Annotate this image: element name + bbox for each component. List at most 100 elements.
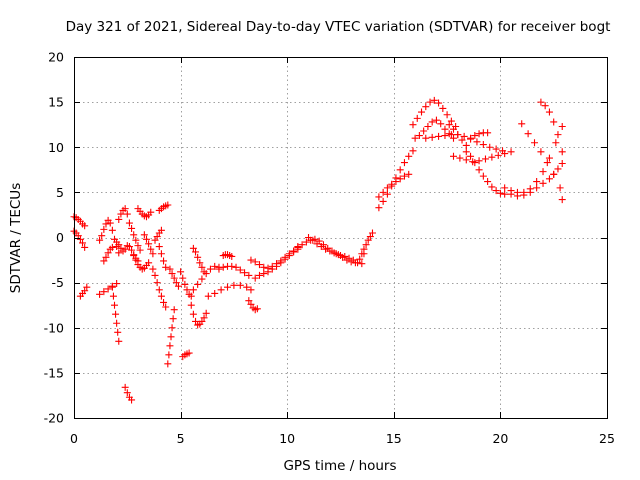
- series-arc41: [449, 148, 515, 166]
- data-point: [424, 122, 432, 130]
- series-arc44: [501, 122, 566, 196]
- y-tick-label: 15: [48, 95, 64, 110]
- series-arc29: [245, 297, 261, 314]
- data-point: [128, 224, 136, 232]
- data-point: [545, 175, 553, 183]
- data-point: [260, 270, 268, 278]
- data-point: [189, 244, 197, 252]
- data-point: [492, 187, 500, 195]
- data-point: [142, 235, 150, 243]
- series-arc33: [305, 234, 368, 267]
- data-point: [537, 98, 545, 106]
- data-point: [501, 190, 509, 198]
- data-point: [102, 253, 110, 261]
- data-point: [550, 170, 558, 178]
- data-point: [356, 255, 364, 263]
- data-point: [471, 159, 479, 167]
- series-arc16: [151, 226, 165, 244]
- data-point: [157, 292, 165, 300]
- data-point: [449, 125, 457, 133]
- data-point: [475, 130, 483, 138]
- data-point: [121, 383, 129, 391]
- data-point: [375, 193, 383, 201]
- data-point: [189, 286, 197, 294]
- data-point: [108, 226, 116, 234]
- data-point: [550, 118, 558, 126]
- series-arc26: [204, 281, 255, 300]
- data-point: [168, 324, 176, 332]
- data-point: [400, 159, 408, 167]
- data-point: [245, 297, 253, 305]
- series-arc21: [177, 268, 195, 300]
- data-point: [132, 256, 140, 264]
- data-point: [200, 314, 208, 322]
- data-point: [539, 168, 547, 176]
- series-arc43: [467, 129, 492, 142]
- data-point: [467, 134, 475, 142]
- data-point: [343, 256, 351, 264]
- data-point: [140, 231, 148, 239]
- y-axis-label: SDTVAR / TECUs: [8, 183, 24, 293]
- data-point: [204, 292, 212, 300]
- data-point: [488, 153, 496, 161]
- data-point: [202, 309, 210, 317]
- data-point: [211, 289, 219, 297]
- data-point: [125, 219, 133, 227]
- data-point: [488, 183, 496, 191]
- data-point: [104, 249, 112, 257]
- data-point: [290, 247, 298, 255]
- y-tick-label: -5: [52, 275, 64, 290]
- series-arc45: [507, 159, 566, 200]
- data-point: [219, 263, 227, 271]
- series-arc36: [375, 170, 413, 201]
- data-point: [388, 180, 396, 188]
- data-point: [81, 222, 89, 230]
- data-point: [145, 259, 153, 267]
- data-point: [123, 389, 131, 397]
- data-point: [162, 263, 170, 271]
- data-point: [236, 281, 244, 289]
- chart-title: Day 321 of 2021, Sidereal Day-to-day VTE…: [66, 19, 611, 35]
- data-point: [194, 253, 202, 261]
- data-point: [545, 108, 553, 116]
- data-point: [441, 132, 449, 140]
- ticks-layer: [74, 57, 608, 419]
- data-point: [241, 269, 249, 277]
- data-point: [435, 99, 443, 107]
- series-arc46: [518, 120, 566, 204]
- series-arc38: [411, 116, 457, 142]
- data-point: [302, 238, 310, 246]
- data-point: [501, 150, 509, 158]
- series-arc40: [445, 121, 470, 149]
- data-point: [475, 157, 483, 165]
- data-point: [96, 290, 104, 298]
- series-arc11: [125, 219, 144, 254]
- data-point: [264, 264, 272, 272]
- data-point: [128, 396, 136, 404]
- data-point: [501, 184, 509, 192]
- data-point: [539, 179, 547, 187]
- data-point: [339, 253, 347, 261]
- data-point: [179, 274, 187, 282]
- data-point: [305, 234, 313, 241]
- data-point: [104, 285, 112, 293]
- data-point: [255, 261, 263, 269]
- data-point: [484, 178, 492, 186]
- data-point: [454, 131, 462, 139]
- series-arc15: [149, 265, 170, 311]
- data-point: [167, 333, 175, 341]
- data-point: [81, 287, 89, 295]
- data-point: [215, 265, 223, 273]
- data-point: [430, 96, 438, 104]
- data-point: [189, 310, 197, 318]
- data-point: [558, 196, 566, 204]
- data-point: [217, 286, 225, 294]
- data-point: [379, 188, 387, 196]
- x-tick-labels: 0 5 10 15 20 25: [70, 431, 615, 446]
- series-arc10: [121, 383, 136, 404]
- data-point: [552, 139, 560, 147]
- data-point: [198, 317, 206, 325]
- data-point: [160, 298, 168, 306]
- data-point: [533, 178, 541, 186]
- data-point: [114, 328, 122, 336]
